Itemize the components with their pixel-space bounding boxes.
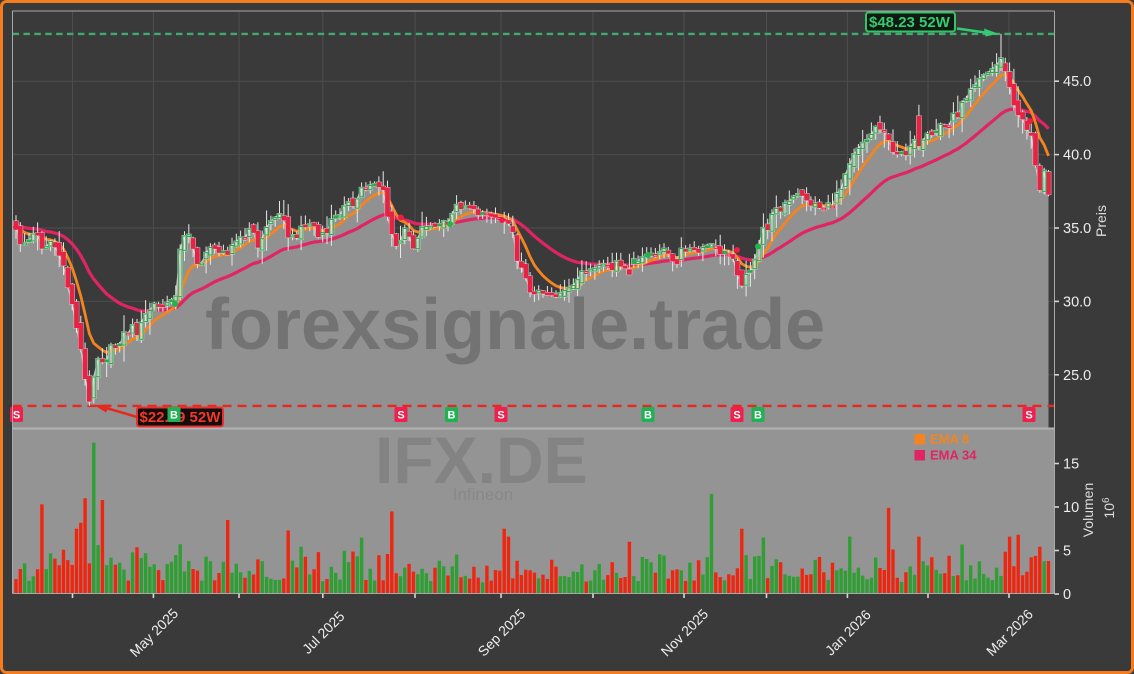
svg-text:S: S (397, 410, 404, 422)
svg-text:10: 10 (1063, 500, 1079, 516)
svg-text:25.0: 25.0 (1063, 368, 1091, 384)
svg-text:45.0: 45.0 (1063, 74, 1091, 90)
svg-text:30.0: 30.0 (1063, 294, 1091, 310)
svg-text:EMA 34: EMA 34 (930, 448, 977, 463)
svg-text:S: S (13, 410, 20, 422)
svg-text:15: 15 (1063, 457, 1079, 473)
svg-text:Preis: Preis (1093, 205, 1109, 237)
svg-text:40.0: 40.0 (1063, 148, 1091, 164)
svg-text:S: S (733, 410, 740, 422)
svg-text:0: 0 (1063, 587, 1071, 603)
svg-text:IFX.DE: IFX.DE (375, 423, 588, 497)
svg-text:Volumen: Volumen (1080, 483, 1096, 537)
svg-text:35.0: 35.0 (1063, 221, 1091, 237)
svg-text:EMA 8: EMA 8 (930, 432, 969, 447)
svg-text:B: B (754, 410, 762, 422)
svg-text:forexsignale.trade: forexsignale.trade (205, 285, 825, 365)
svg-text:$48.23 52W: $48.23 52W (869, 14, 951, 31)
svg-text:B: B (644, 410, 652, 422)
svg-text:B: B (170, 410, 178, 422)
svg-text:S: S (1025, 410, 1032, 422)
svg-text:B: B (448, 410, 456, 422)
svg-text:S: S (497, 410, 504, 422)
svg-text:5: 5 (1063, 544, 1071, 560)
svg-text:Infineon: Infineon (453, 485, 514, 504)
